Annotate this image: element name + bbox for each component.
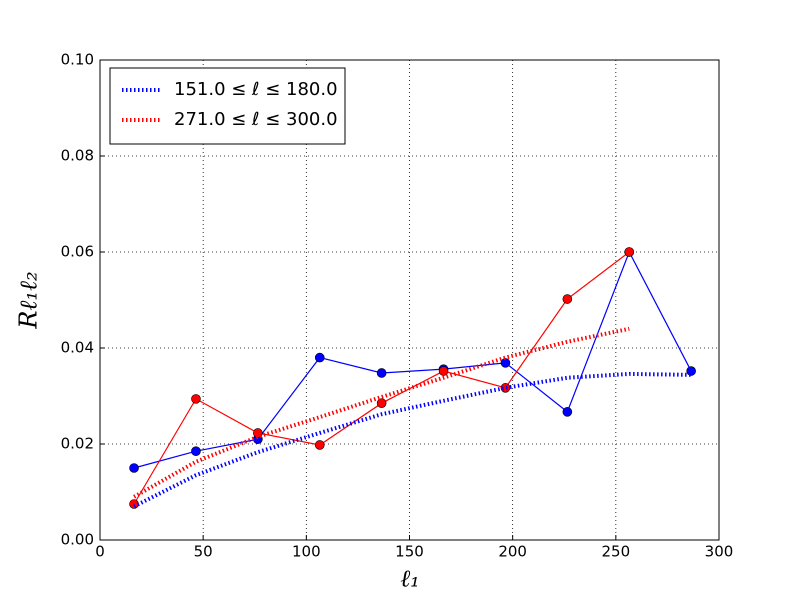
data-point [314, 440, 325, 450]
plot-frame [99, 59, 720, 541]
fit-line [133, 371, 692, 509]
data-point [191, 446, 201, 457]
data-point [500, 358, 511, 368]
legend-label: 271.0 ≤ ℓ ≤ 300.0 [174, 109, 338, 130]
data-point [314, 352, 325, 363]
x-tick-label: 0 [95, 543, 105, 561]
x-tick-label: 100 [292, 543, 321, 561]
data-line [133, 250, 692, 469]
x-tick-label: 200 [498, 543, 527, 561]
data-point [562, 407, 573, 417]
y-tick-label: 0.02 [61, 435, 94, 453]
y-tick-label: 0.06 [61, 243, 94, 261]
data-point [376, 368, 387, 378]
y-tick-label: 0.04 [61, 339, 94, 357]
y-tick-label: 0.00 [61, 531, 94, 549]
x-tick-label: 250 [602, 543, 631, 561]
x-tick-label: 300 [705, 543, 734, 561]
y-tick-label: 0.10 [61, 51, 94, 69]
data-point [562, 294, 573, 304]
fit-line [133, 326, 630, 499]
y-tick-label: 0.08 [61, 147, 94, 165]
x-tick-label: 150 [395, 543, 424, 561]
x-axis-label: ℓ₁ [400, 565, 420, 593]
data-point [624, 247, 635, 257]
data-point [686, 366, 696, 376]
data-point [438, 366, 449, 376]
data-point [376, 398, 387, 409]
y-axis-label: Rℓ₁ℓ₂ [15, 271, 43, 329]
legend-box [109, 67, 346, 145]
data-point [191, 394, 201, 404]
legend-label: 151.0 ≤ ℓ ≤ 180.0 [174, 79, 338, 100]
data-point [129, 463, 139, 473]
data-point [129, 499, 139, 509]
x-tick-label: 50 [194, 543, 213, 561]
